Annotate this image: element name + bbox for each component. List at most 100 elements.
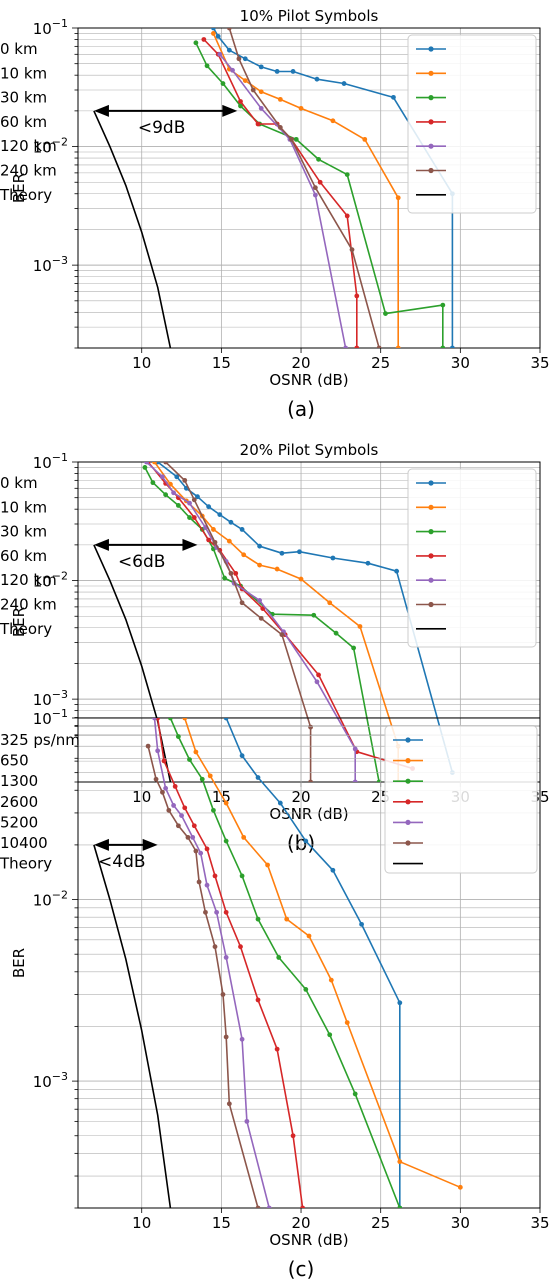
y-tick-label: 10−2 [33, 570, 68, 591]
legend: 325 ps/nm 650 1300 2600 5200 10400 Theory [0, 725, 538, 874]
data-point [239, 873, 245, 879]
x-tick-label: 30 [451, 354, 470, 372]
data-point [276, 955, 282, 960]
data-point [175, 823, 181, 829]
data-point [306, 933, 312, 939]
data-point [223, 955, 229, 960]
legend-marker-30-km [428, 529, 434, 535]
data-point [349, 247, 355, 253]
data-point [223, 838, 229, 844]
data-point [258, 615, 264, 621]
y-tick-label-exponent: −1 [52, 451, 68, 464]
y-tick-label-exponent: −3 [52, 1070, 68, 1083]
data-point [258, 89, 264, 95]
legend-marker-325-ps-nm [405, 737, 411, 743]
series-line-1300 [169, 718, 401, 1208]
data-point [187, 757, 192, 763]
data-point [303, 986, 309, 992]
data-point [153, 776, 159, 782]
data-point [174, 474, 180, 480]
legend-label-120-km: 120 km [0, 137, 57, 155]
data-point [341, 81, 347, 86]
legend-marker-240-km [428, 167, 434, 174]
data-point [255, 775, 261, 780]
data-point [220, 992, 226, 997]
axes-frame [77, 717, 541, 1209]
legend-marker-10-km [428, 70, 434, 76]
series-line-theory [93, 110, 172, 348]
legend-label-theory: Theory [0, 620, 52, 638]
annotation-label: <9dB [138, 118, 186, 138]
data-point [215, 33, 221, 39]
data-point [351, 645, 357, 651]
legend-marker-0-km [428, 46, 434, 52]
data-point [255, 916, 261, 922]
data-point [239, 527, 245, 532]
data-point [182, 718, 188, 721]
legend-label-60-km: 60 km [0, 547, 47, 565]
data-point [166, 807, 172, 813]
y-tick-label-exponent: −2 [52, 889, 68, 902]
data-point [193, 749, 199, 755]
data-point [238, 944, 243, 950]
data-point [204, 63, 210, 69]
data-point [330, 118, 336, 124]
data-point [330, 867, 336, 873]
data-point [239, 600, 245, 606]
data-point [211, 527, 216, 532]
y-tick-label: 10−2 [33, 889, 68, 910]
legend-marker-0-km [428, 480, 434, 486]
data-point [316, 156, 321, 162]
data-point [308, 724, 313, 730]
x-tick-label: 30 [451, 1214, 470, 1232]
legend-box [407, 34, 537, 214]
data-point [440, 345, 446, 348]
series-line-60-km [147, 462, 413, 770]
x-tick-label: 20 [291, 1214, 310, 1232]
data-point [362, 136, 368, 142]
data-point [179, 813, 184, 819]
data-point [239, 753, 245, 759]
data-point [206, 537, 212, 543]
legend-label-240-km: 240 km [0, 162, 57, 180]
data-point [223, 1034, 229, 1040]
data-point [397, 1159, 403, 1165]
panel-caption: (a) [287, 397, 315, 421]
data-point [175, 503, 181, 508]
data-point [201, 37, 207, 42]
legend-box [407, 468, 537, 648]
data-point [298, 576, 304, 582]
data-point [279, 550, 285, 556]
data-point [199, 776, 205, 782]
data-point [152, 462, 157, 465]
data-point [279, 632, 285, 638]
data-point [395, 345, 401, 348]
data-point [365, 560, 371, 566]
data-point [226, 538, 232, 544]
y-tick-label-exponent: −2 [52, 570, 68, 583]
legend-marker-60-km [428, 553, 434, 559]
data-point [395, 195, 401, 201]
data-point [250, 87, 256, 93]
data-point [182, 805, 188, 811]
data-point [357, 624, 363, 629]
y-tick-label: 10−1 [33, 17, 68, 38]
legend-marker-10-km [428, 504, 434, 510]
series-line-650 [183, 718, 461, 1189]
series-group [93, 718, 463, 1208]
y-tick-label-base: 10 [33, 257, 52, 275]
y-tick-label-exponent: −1 [52, 17, 68, 30]
legend: 0 km 10 km 30 km 60 km 120 km 240 km Theory [0, 468, 537, 648]
data-point [317, 179, 323, 185]
data-point [328, 977, 334, 983]
data-point [185, 834, 191, 840]
data-point [258, 105, 264, 111]
data-point [440, 302, 446, 308]
y-tick-label: 10−1 [33, 707, 68, 728]
legend-label-theory: Theory [0, 186, 52, 204]
data-point [187, 500, 192, 506]
series-line-120-km [219, 53, 347, 348]
data-point [150, 480, 156, 486]
data-point [300, 1205, 306, 1208]
